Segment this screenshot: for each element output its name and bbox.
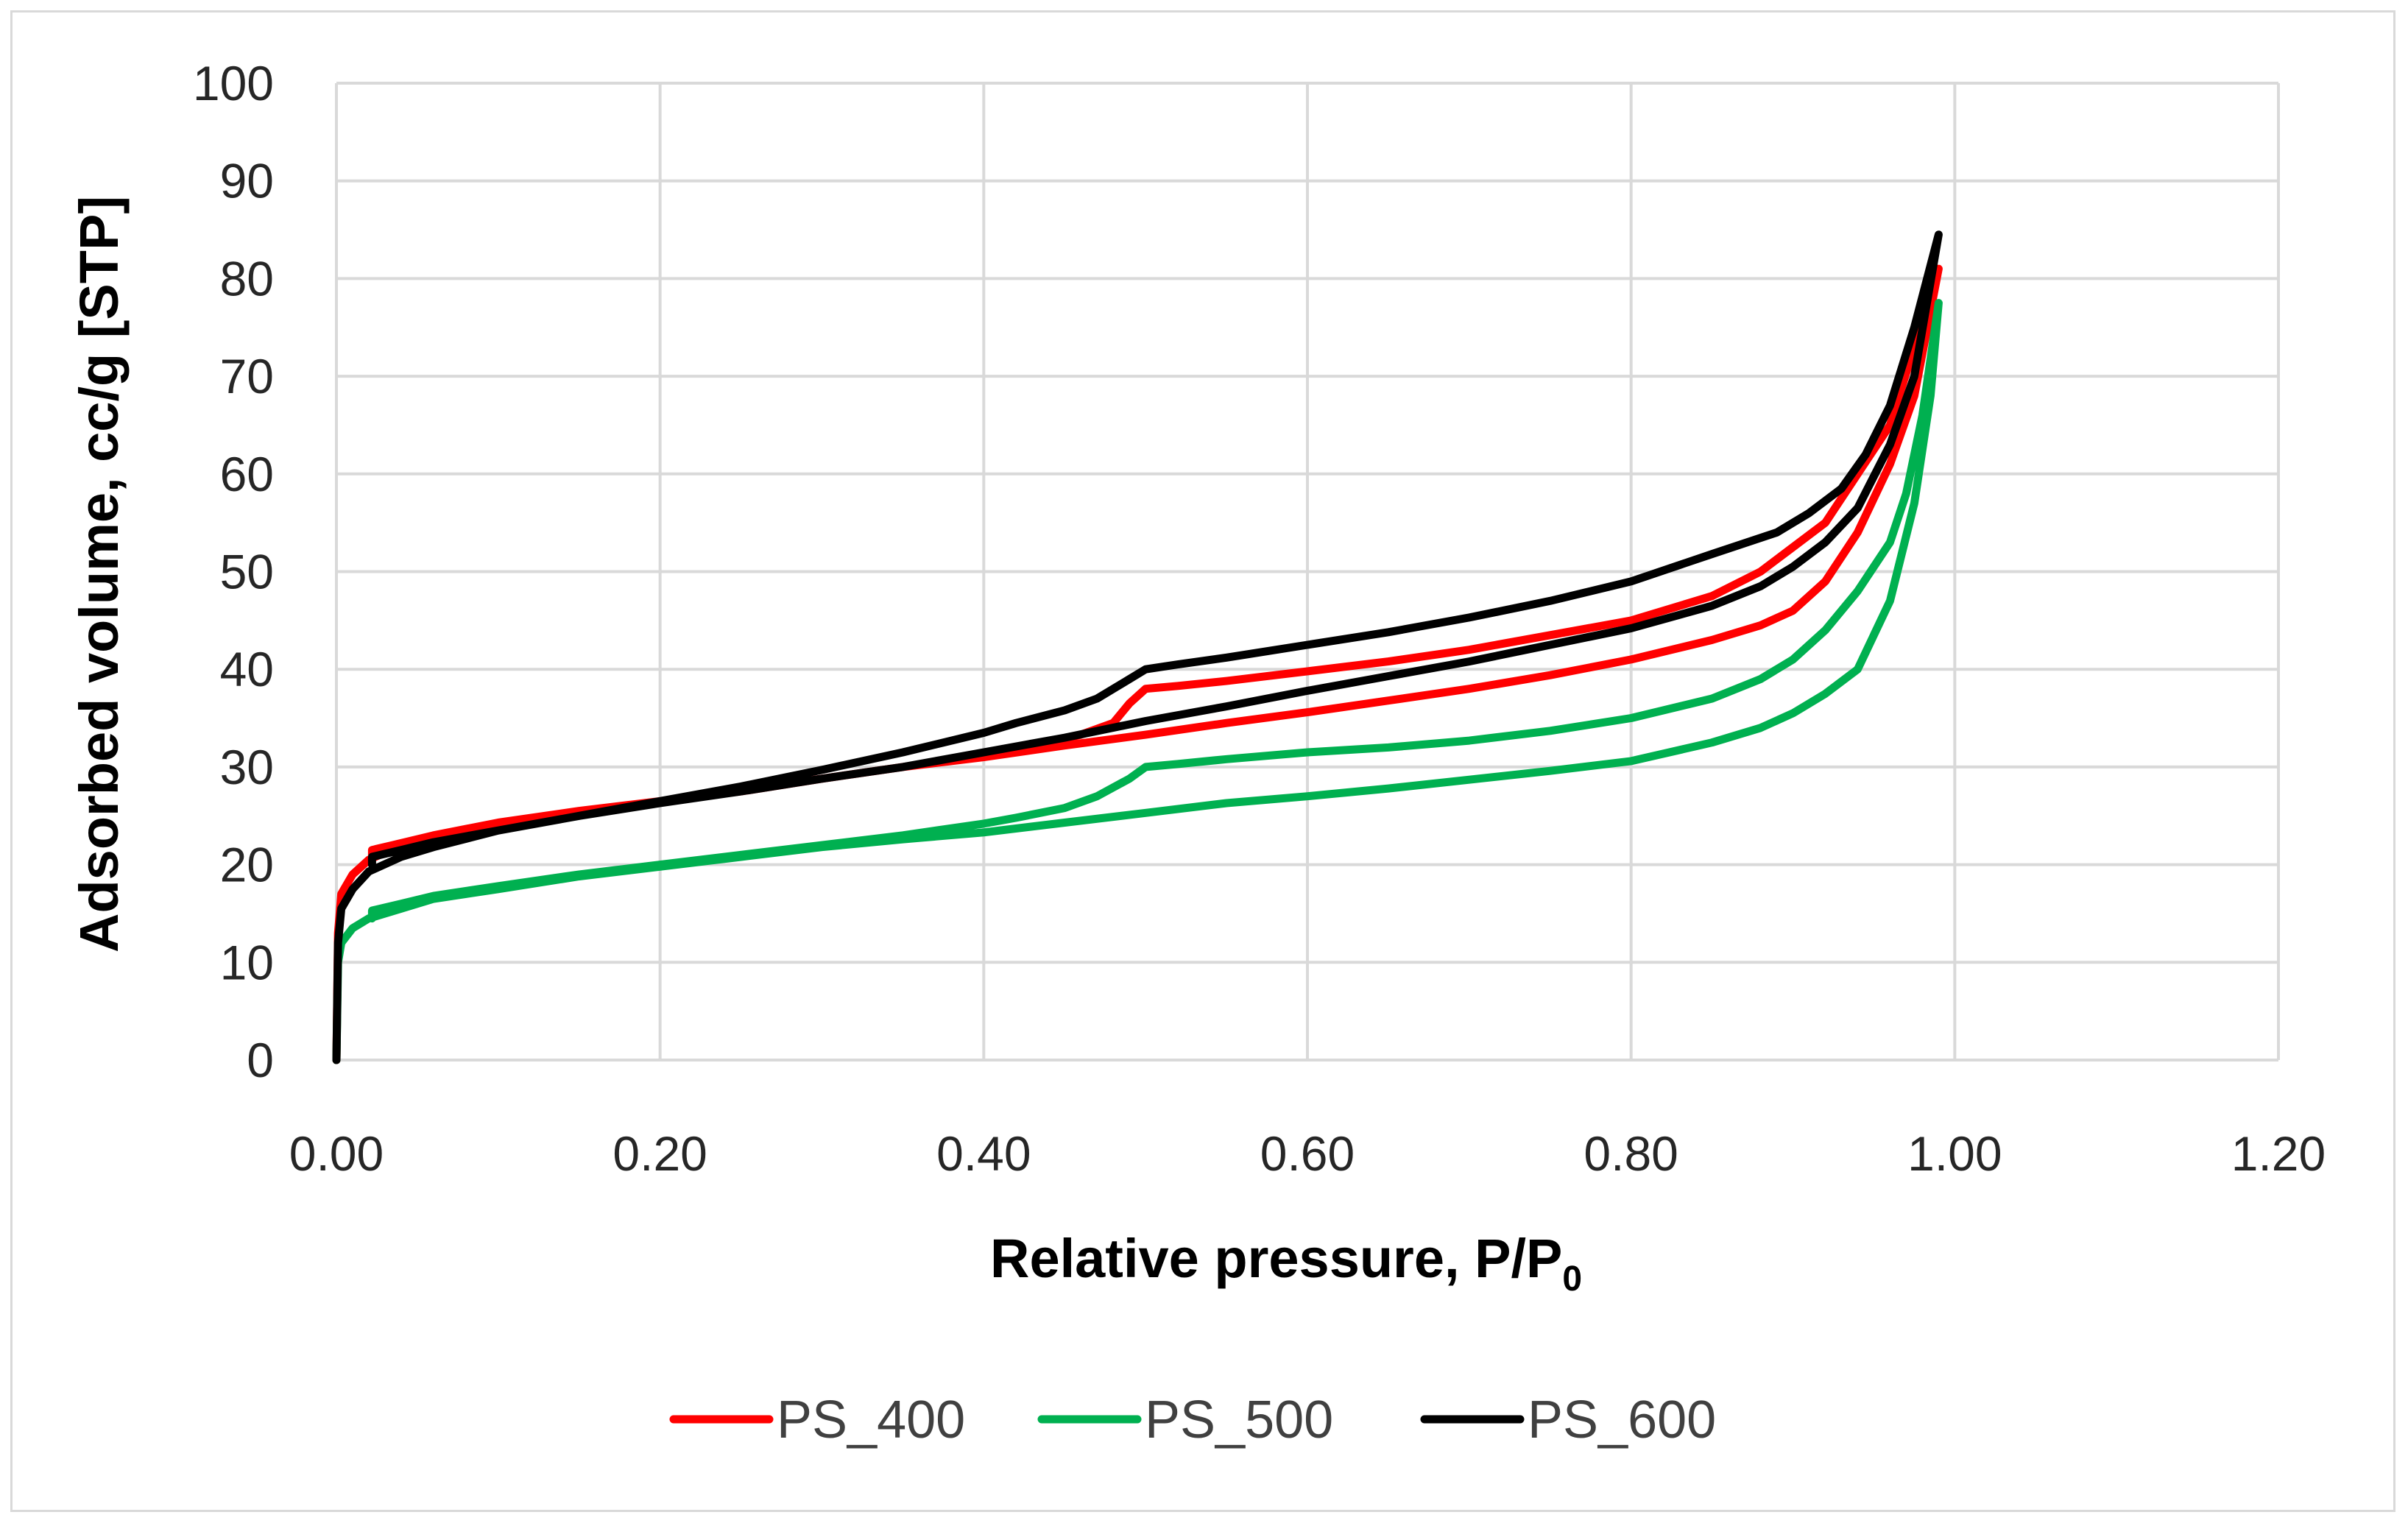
legend-item-ps-600: PS_600 [1420, 1391, 1716, 1449]
x-tick-label: 0.60 [1260, 1126, 1355, 1181]
y-tick-label: 100 [193, 56, 274, 110]
x-tick-label: 0.80 [1583, 1126, 1678, 1181]
x-axis-title-subscript: 0 [1562, 1260, 1582, 1299]
series-line-ps-600 [332, 230, 1943, 1064]
series-layer [332, 230, 1943, 1064]
grid-layer [335, 82, 2280, 1062]
legend-item-ps-400: PS_400 [669, 1391, 965, 1449]
y-tick-label: 80 [220, 251, 274, 305]
y-tick-label: 90 [220, 154, 274, 208]
x-tick-label: 0.40 [936, 1126, 1031, 1181]
y-tick-label: 30 [220, 740, 274, 794]
y-tick-label: 20 [220, 838, 274, 892]
y-tick-label: 40 [220, 642, 274, 696]
legend-label: PS_600 [1528, 1391, 1716, 1449]
series-line-ps-400 [332, 264, 1943, 1064]
x-axis-title: Relative pressure, P/P0 [990, 1228, 1582, 1299]
legend-item-ps-500: PS_500 [1037, 1391, 1333, 1449]
x-tick-label: 0.00 [289, 1126, 384, 1181]
y-tick-labels: 0 10 20 30 40 50 60 70 80 90 100 [193, 56, 274, 1087]
y-tick-label: 60 [220, 447, 274, 501]
legend: PS_400 PS_500 PS_600 [669, 1391, 1716, 1449]
y-axis-title: Adsorbed volume, cc/g [STP] [68, 196, 130, 953]
x-tick-label: 0.20 [612, 1126, 707, 1181]
x-tick-labels: 0.00 0.20 0.40 0.60 0.80 1.00 1.20 [289, 1126, 2326, 1181]
x-axis-title-main: Relative pressure, P/P [990, 1228, 1562, 1289]
x-tick-label: 1.00 [1907, 1126, 2002, 1181]
series-line-ps-500 [332, 299, 1943, 1064]
y-tick-label: 50 [220, 545, 274, 599]
y-tick-label: 10 [220, 935, 274, 989]
y-tick-label: 70 [220, 349, 274, 403]
legend-label: PS_400 [777, 1391, 965, 1449]
legend-label: PS_500 [1145, 1391, 1333, 1449]
x-tick-label: 1.20 [2231, 1126, 2326, 1181]
y-tick-label: 0 [247, 1033, 274, 1087]
